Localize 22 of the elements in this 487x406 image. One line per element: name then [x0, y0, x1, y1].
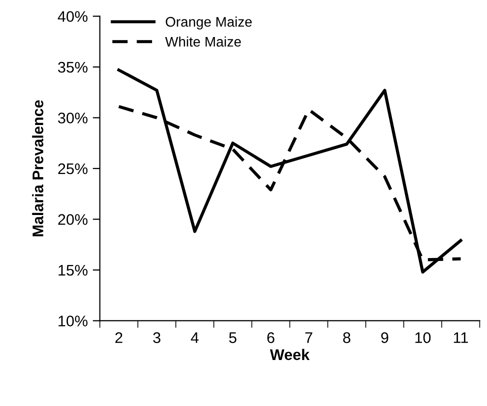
x-tick-label: 7	[305, 332, 312, 343]
y-axis-title: Malaria Prevalence	[32, 100, 44, 236]
y-tick-label: 35%	[58, 62, 88, 73]
x-tick-label: 4	[190, 332, 199, 343]
y-tick-label: 25%	[58, 163, 88, 174]
legend-label: White Maize	[165, 36, 241, 47]
y-tick-label: 30%	[58, 112, 88, 124]
x-tick-label: 11	[454, 332, 468, 343]
x-tick-label: 10	[415, 332, 431, 344]
x-axis-title: Week	[270, 348, 310, 360]
x-tick-label: 3	[153, 332, 160, 344]
x-tick-label: 8	[343, 332, 350, 344]
y-tick-label: 40%	[58, 11, 88, 22]
y-tick-label: 15%	[58, 264, 88, 276]
legend-label: Orange Maize	[166, 16, 252, 30]
line-series	[117, 68, 462, 274]
y-tick-label: 20%	[58, 214, 88, 225]
x-tick-label: 2	[115, 332, 122, 343]
x-tick-label: 6	[267, 332, 274, 344]
x-tick-label: 5	[229, 332, 236, 344]
y-tick-label: 10%	[58, 316, 88, 326]
x-tick-label: 9	[381, 332, 388, 344]
